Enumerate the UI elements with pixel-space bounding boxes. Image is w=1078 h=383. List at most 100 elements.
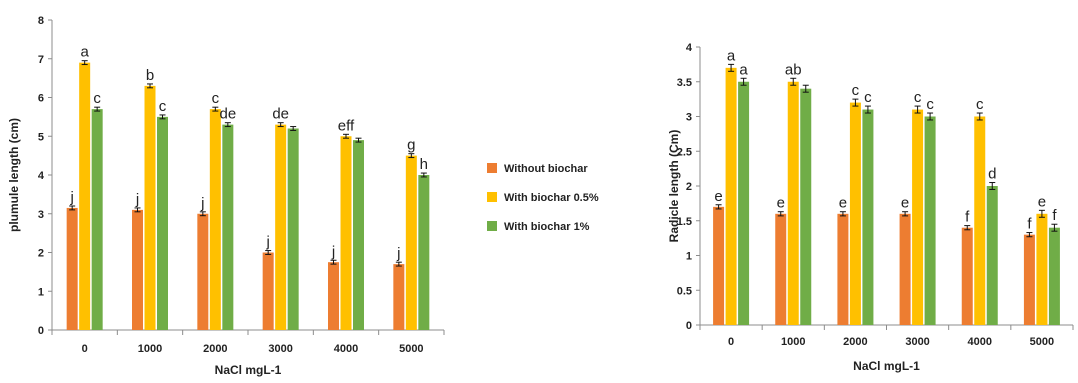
y-tick-label: 2 (686, 181, 692, 193)
y-tick-label: 2 (38, 248, 44, 260)
y-tick-label: 0 (38, 325, 44, 337)
y-tick-label: 1 (686, 251, 692, 263)
x-tick-label: 0 (728, 336, 734, 348)
x-tick-label: 3000 (905, 336, 929, 348)
x-tick-label: 4000 (334, 343, 358, 355)
data-label: f (965, 209, 970, 226)
data-label: c (852, 82, 860, 99)
bar (79, 62, 91, 330)
x-tick-label: 1000 (138, 343, 162, 355)
bar (986, 186, 998, 325)
legend-label: Without biochar (504, 163, 588, 175)
bar (849, 102, 861, 325)
y-tick-label: 1.5 (677, 216, 692, 228)
data-label: ab (785, 61, 802, 78)
x-axis-title: NaCl mgL-1 (853, 359, 920, 373)
x-tick-label: 2000 (203, 343, 227, 355)
bar (197, 213, 209, 330)
bar (209, 109, 221, 330)
bar (912, 109, 924, 325)
y-tick-label: 0.5 (677, 285, 692, 297)
y-tick-label: 2.5 (677, 146, 692, 158)
data-label: d (988, 166, 996, 183)
bar (353, 140, 364, 330)
bar (275, 124, 287, 330)
x-tick-label: 0 (82, 343, 88, 355)
y-tick-label: 3 (38, 209, 44, 221)
bar (393, 264, 405, 330)
y-tick-label: 4 (38, 170, 45, 182)
data-label: f (1052, 207, 1057, 224)
bar (262, 252, 274, 330)
x-tick-label: 2000 (843, 336, 867, 348)
x-tick-label: 5000 (399, 343, 423, 355)
data-label: a (80, 44, 89, 61)
x-tick-label: 5000 (1030, 336, 1054, 348)
data-label: c (159, 98, 167, 115)
data-label: b (146, 67, 154, 84)
legend-swatch (487, 192, 497, 202)
data-label: c (976, 96, 984, 113)
y-axis-title: plumule length (cm) (7, 118, 21, 232)
plumule-length-chart: 0123456780jac1000jbc2000jcde3000jde4000j… (7, 15, 445, 377)
data-label: de (219, 106, 236, 123)
data-label: j (135, 191, 139, 208)
data-label: j (200, 195, 204, 212)
data-label: g (407, 137, 415, 154)
bar (340, 136, 352, 330)
data-label: e (839, 195, 847, 212)
bar (328, 262, 339, 330)
legend-swatch (487, 221, 497, 231)
data-label: c (864, 89, 872, 106)
data-label: e (1038, 193, 1046, 210)
x-tick-label: 3000 (268, 343, 292, 355)
legend-label: With biochar 1% (504, 221, 590, 233)
bar (1023, 234, 1035, 325)
legend-swatch (487, 163, 497, 173)
bar (862, 109, 874, 325)
data-label: c (212, 90, 220, 107)
data-label: e (777, 195, 785, 212)
data-label: j (331, 243, 335, 260)
bar (725, 67, 737, 325)
bar (157, 116, 168, 330)
data-label: j (265, 234, 269, 251)
data-label: j (396, 245, 400, 262)
x-axis-title: NaCl mgL-1 (215, 363, 282, 377)
data-label: c (93, 90, 101, 107)
y-tick-label: 7 (38, 54, 44, 66)
bar (961, 227, 973, 325)
y-tick-label: 1 (38, 286, 44, 298)
bar (132, 209, 143, 330)
bar (713, 206, 725, 325)
legend-label: With biochar 0.5% (504, 192, 599, 204)
bar (775, 213, 787, 325)
data-label: e (714, 188, 722, 205)
bar (787, 81, 799, 325)
bar (738, 81, 750, 325)
data-label: f (1027, 216, 1032, 233)
bar (418, 175, 430, 330)
bar (1048, 227, 1060, 325)
bar (800, 88, 812, 325)
bar (837, 213, 849, 325)
data-label: c (926, 96, 934, 113)
y-axis-title: Radicle length (Cm) (667, 130, 681, 243)
bar (974, 116, 986, 325)
bar (1036, 213, 1048, 325)
bar (91, 109, 103, 330)
y-tick-label: 8 (38, 15, 44, 27)
legend: Without biochar With biochar 0.5% With bio… (487, 163, 599, 233)
data-label: h (420, 156, 428, 173)
bar (222, 124, 234, 330)
y-tick-label: 6 (38, 93, 44, 105)
y-tick-label: 0 (686, 320, 692, 332)
data-label: e (901, 195, 909, 212)
data-label: de (272, 106, 289, 123)
y-tick-label: 5 (38, 131, 44, 143)
bar (66, 207, 78, 330)
bar (144, 85, 156, 330)
data-label: a (739, 61, 748, 78)
